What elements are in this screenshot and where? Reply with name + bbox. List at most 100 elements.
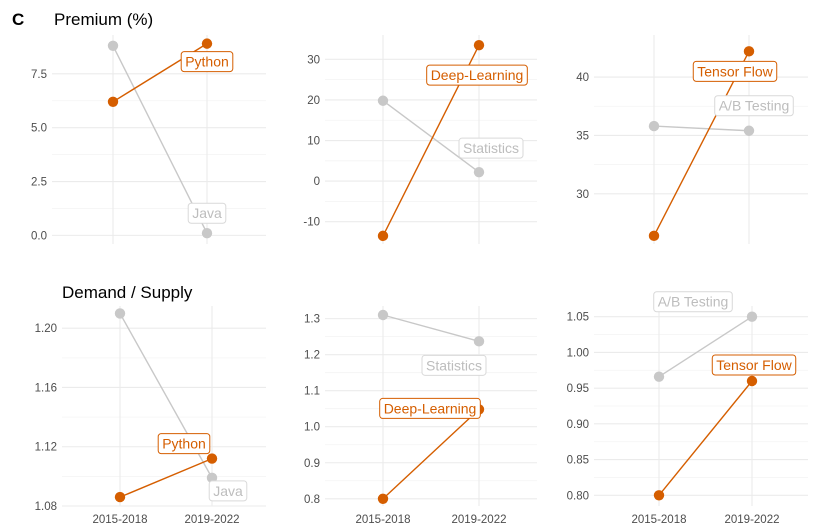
label-box [711, 354, 797, 376]
series-line [119, 457, 213, 498]
chart-panel: -10 0 10 20 30 Statistics Deep-Learning [303, 35, 537, 244]
y-tick-label: 0.85 [567, 455, 589, 467]
series-label-text: A/B Testing [719, 98, 790, 114]
label-box [458, 137, 524, 159]
data-point [473, 166, 485, 178]
label-box [653, 291, 733, 313]
y-tick-label: 1.05 [567, 312, 589, 324]
data-point [648, 120, 660, 132]
series-label: Statistics [421, 354, 487, 376]
y-tick-label: 1.12 [35, 442, 57, 454]
data-point [743, 46, 755, 57]
y-tick-label: 30 [307, 54, 320, 66]
data-point [201, 228, 213, 239]
y-tick-label: 2.5 [31, 177, 47, 189]
y-tick-label: 1.0 [304, 422, 320, 434]
y-tick-label: 1.1 [304, 386, 320, 398]
data-point [377, 230, 389, 242]
series-label: Python [157, 433, 211, 455]
series-line [382, 100, 480, 173]
data-point [107, 96, 119, 107]
data-point [746, 311, 758, 322]
data-point [377, 493, 389, 504]
y-tick-label: 0.80 [567, 490, 589, 502]
series-line [653, 125, 750, 132]
x-tick-label: 2019-2022 [185, 514, 240, 526]
label-box [157, 433, 211, 455]
series-line [658, 380, 753, 496]
y-tick-label: 1.2 [304, 350, 320, 362]
y-tick-label: 1.00 [567, 347, 589, 359]
y-tick-label: 10 [307, 136, 320, 148]
series-line [382, 314, 480, 342]
label-box [180, 51, 234, 73]
label-box [421, 354, 487, 376]
series-line [653, 51, 750, 237]
data-point [114, 491, 126, 503]
series-label: Statistics [458, 137, 524, 159]
series-line [112, 45, 208, 234]
y-tick-label: 7.5 [31, 69, 47, 81]
data-point [114, 308, 126, 319]
y-tick-label: 1.08 [35, 501, 57, 513]
chart-panel: 30 35 40 A/B Testing Tensor Flow [576, 35, 808, 244]
data-point [746, 375, 758, 387]
label-box [208, 480, 248, 502]
data-point [648, 230, 660, 242]
series-label: Python [180, 51, 234, 73]
series-label: Deep-Learning [426, 64, 528, 86]
y-tick-label: 20 [307, 95, 320, 107]
x-tick-label: 2015-2018 [356, 514, 411, 526]
y-tick-label: -10 [303, 217, 320, 229]
label-box [714, 95, 794, 117]
series-label: Tensor Flow [692, 60, 778, 82]
series-label-text: Deep-Learning [431, 67, 524, 83]
y-tick-label: 0.0 [31, 230, 47, 242]
series-label-text: Statistics [463, 140, 519, 156]
y-tick-label: 0.90 [567, 419, 589, 431]
x-tick-label: 2019-2022 [725, 514, 780, 526]
data-point [107, 40, 119, 51]
data-point [743, 125, 755, 136]
chart-panel: 0.80 0.85 0.90 0.95 1.00 1.05 2015-2018 2019-20… [567, 291, 808, 526]
label-box [426, 64, 528, 86]
series-label-text: Java [213, 483, 243, 499]
label-box [187, 202, 227, 224]
chart-panel: 1.08 1.12 1.16 1.20 2015-2018 2019-2022 Java Py… [35, 306, 266, 526]
series-label-text: Deep-Learning [384, 400, 477, 416]
y-tick-label: 30 [576, 189, 589, 201]
data-point [473, 336, 485, 347]
y-tick-label: 35 [576, 130, 589, 142]
data-point [377, 309, 389, 321]
series-label-text: A/B Testing [658, 294, 729, 310]
series-label-text: Java [192, 205, 222, 221]
series-label: Deep-Learning [379, 397, 481, 419]
y-tick-label: 0.95 [567, 383, 589, 395]
y-tick-label: 1.16 [35, 382, 57, 394]
label-box [692, 60, 778, 82]
y-tick-label: 5.0 [31, 123, 47, 135]
x-tick-label: 2015-2018 [93, 514, 148, 526]
data-point [201, 38, 213, 49]
row-title-premium: Premium (%) [54, 10, 153, 29]
series-label-text: Python [162, 436, 206, 452]
series-label: A/B Testing [653, 291, 733, 313]
series-label: Java [187, 202, 227, 224]
y-tick-label: 0.8 [304, 494, 320, 506]
y-tick-label: 0 [314, 176, 320, 188]
series-label-text: Python [185, 54, 229, 70]
data-point [206, 453, 218, 464]
y-tick-label: 1.3 [304, 314, 320, 326]
chart-panel: 0.0 2.5 5.0 7.5 Java Python [31, 35, 266, 244]
y-tick-label: 1.20 [35, 323, 57, 335]
data-point [473, 39, 485, 51]
series-label-text: Statistics [426, 357, 482, 373]
data-point [653, 371, 665, 382]
panel-letter: C [12, 10, 24, 29]
chart-panels: 0.0 2.5 5.0 7.5 Java Python -10 0 10 20 30 Statisti… [31, 35, 808, 526]
data-point [377, 95, 389, 106]
series-label-text: Tensor Flow [716, 357, 792, 373]
series-line [658, 316, 753, 378]
series-label: Tensor Flow [711, 354, 797, 376]
data-point [653, 490, 665, 501]
